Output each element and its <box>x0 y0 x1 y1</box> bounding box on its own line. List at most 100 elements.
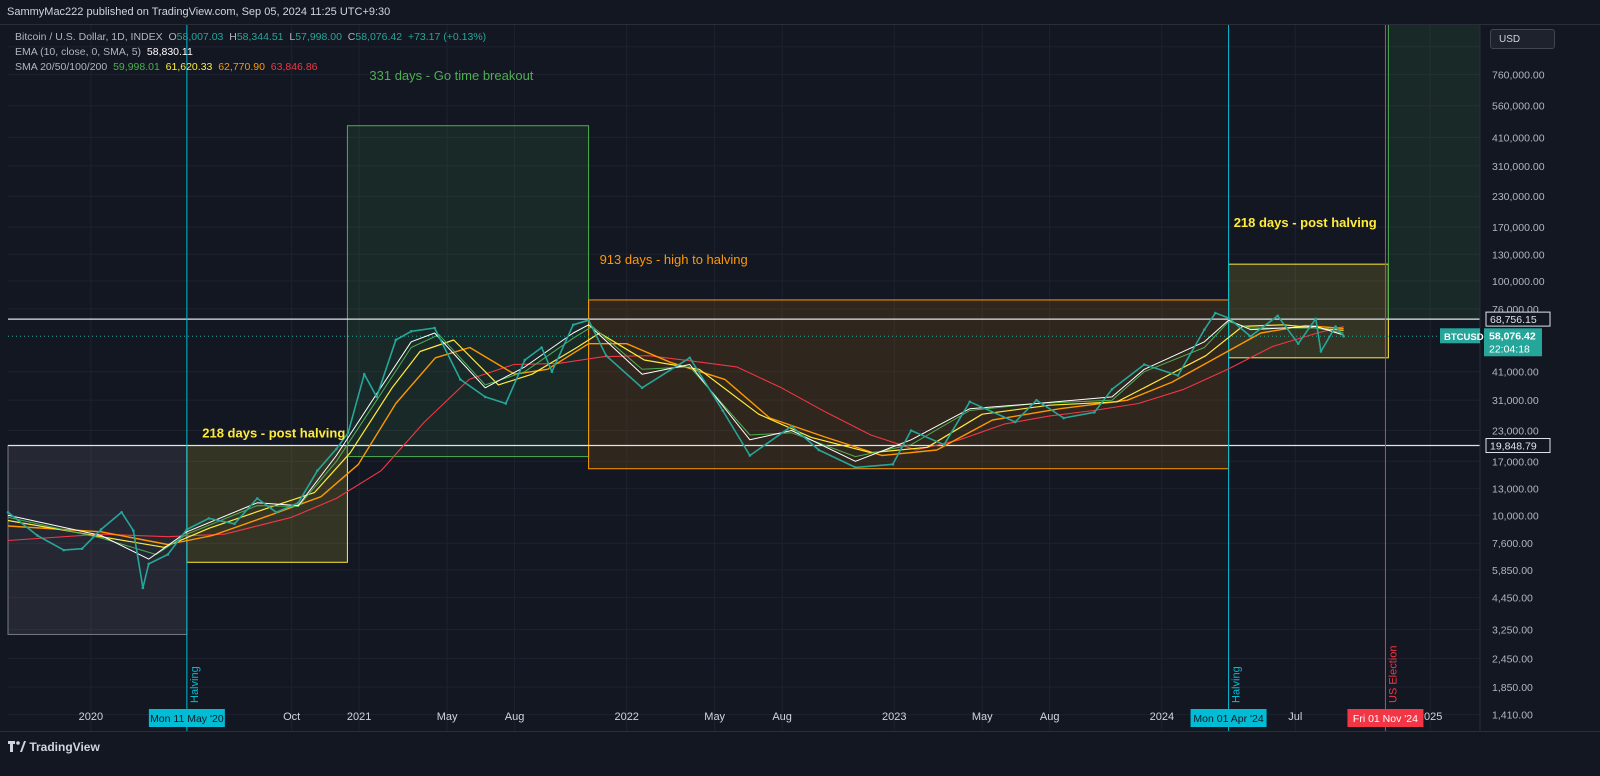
price-point <box>275 510 278 514</box>
ohlc-open: O58,007.03 <box>168 31 224 43</box>
badge-election-2024 <box>1347 709 1424 727</box>
price-point <box>394 338 398 342</box>
price-point <box>185 528 189 531</box>
sma-row: SMA 20/50/100/200 59,998.01 61,620.33 62… <box>15 60 486 75</box>
price-point <box>968 400 972 404</box>
price-axis <box>1480 24 1600 731</box>
y-tick-label: 7,600.00 <box>1492 538 1533 550</box>
price-point <box>80 547 84 550</box>
box-331-days <box>346 125 590 458</box>
y-tick-label: 3,250.00 <box>1492 625 1533 637</box>
price-point <box>1203 328 1206 331</box>
ohlc-close: C58,076.42 <box>347 31 403 43</box>
price-point <box>540 346 543 349</box>
price-point <box>909 429 913 432</box>
price-point <box>1314 317 1318 321</box>
price-point <box>459 378 462 381</box>
hline-68756-tag-label: 68,756.15 <box>1490 314 1537 326</box>
price-point <box>1227 316 1230 320</box>
bottom-bar <box>0 731 1600 776</box>
y-tick-label: 1,410.00 <box>1492 710 1533 722</box>
price-point <box>604 354 608 357</box>
price-point <box>433 326 436 330</box>
ohlc-high: H58,344.51 <box>229 31 284 43</box>
box-2020-pre-halving <box>7 445 188 635</box>
hline-19848-tag <box>1485 438 1551 454</box>
price-point <box>99 528 103 531</box>
price-point <box>1249 335 1252 338</box>
price-tag-price: 58,076.42 <box>1489 330 1536 342</box>
badge-halving-2024-label: Mon 01 Apr '24 <box>1193 713 1263 725</box>
price-point <box>1013 420 1017 424</box>
price-point <box>1334 325 1337 328</box>
badge-halving-2020-label: Mon 11 May '20 <box>150 713 224 725</box>
price-point <box>817 448 821 452</box>
x-tick-label: May <box>704 711 725 723</box>
sma-20-value: 59,998.01 <box>113 61 160 73</box>
publisher-bar: SammyMac222 published on TradingView.com… <box>0 0 1600 25</box>
label-913-days: 913 days - high to halving <box>600 252 748 267</box>
label-331-days: 331 days - Go time breakout <box>369 68 533 83</box>
badge-halving-2024 <box>1190 709 1267 727</box>
price-point <box>550 370 554 374</box>
price-point <box>1035 398 1038 402</box>
y-tick-label: 560,000.00 <box>1492 101 1545 113</box>
box-218-days-2024 <box>1228 263 1389 359</box>
box-post-election <box>1387 23 1481 320</box>
price-point <box>854 466 857 469</box>
grid <box>8 24 1480 731</box>
y-tick-label: 23,000.00 <box>1492 426 1539 438</box>
price-point <box>1276 314 1279 318</box>
price-point <box>233 522 236 526</box>
y-tick-label: 41,000.00 <box>1492 367 1539 379</box>
sma-100-value: 62,770.90 <box>218 61 265 73</box>
price-point <box>640 386 644 390</box>
price-point <box>721 409 725 412</box>
price-point <box>335 447 338 451</box>
price-point <box>147 562 151 566</box>
price-point <box>166 553 170 556</box>
y-tick-label: 1,850.00 <box>1492 682 1533 694</box>
label-218-days-2024: 218 days - post halving <box>1234 215 1377 230</box>
price-point <box>1093 411 1096 414</box>
price-tag <box>1484 328 1542 357</box>
price-point <box>255 497 259 500</box>
price-point <box>748 454 752 457</box>
x-tick-label: 2020 <box>79 711 103 723</box>
ohlc-low: L57,998.00 <box>289 31 342 43</box>
y-tick-label: 4,450.00 <box>1492 593 1533 605</box>
price-point <box>316 469 319 472</box>
tradingview-logo[interactable]: TradingView <box>8 740 100 754</box>
y-tick-label: 17,000.00 <box>1492 456 1539 468</box>
y-tick-label: 170,000.00 <box>1492 222 1545 234</box>
sma-label: SMA 20/50/100/200 <box>15 61 108 73</box>
price-point <box>942 443 946 447</box>
currency-button[interactable]: USD <box>1490 29 1555 49</box>
price-point <box>62 548 66 552</box>
x-tick-label: Aug <box>505 711 525 723</box>
price-point <box>891 463 895 466</box>
y-tick-label: 760,000.00 <box>1492 70 1545 82</box>
price-point <box>141 586 145 590</box>
symbol-tag-label: BTCUSD <box>1444 332 1484 343</box>
price-point <box>132 529 135 532</box>
y-tick-label: 13,000.00 <box>1492 484 1539 496</box>
ema-row: EMA (10, close, 0, SMA, 5) 58,830.11 <box>15 45 486 60</box>
price-tag-countdown: 22:04:18 <box>1489 343 1530 355</box>
vline-halving-2024-label: Halving <box>1231 666 1243 703</box>
price-point <box>1062 416 1065 420</box>
price-point <box>1319 350 1323 353</box>
price-change: +73.17 (+0.13%) <box>407 31 487 43</box>
vline-halving-2020-label: Halving <box>189 666 201 703</box>
x-tick-label: 2021 <box>347 711 371 723</box>
price-point <box>1110 387 1114 391</box>
badge-election-2024-label: Fri 01 Nov '24 <box>1353 713 1418 725</box>
sma-200-value: 63,846.86 <box>270 61 318 73</box>
tradingview-logo-text: TradingView <box>29 740 100 754</box>
price-point <box>483 395 487 399</box>
badge-halving-2020 <box>148 709 225 727</box>
x-tick-label: Aug <box>772 711 792 723</box>
price-point <box>790 424 793 428</box>
